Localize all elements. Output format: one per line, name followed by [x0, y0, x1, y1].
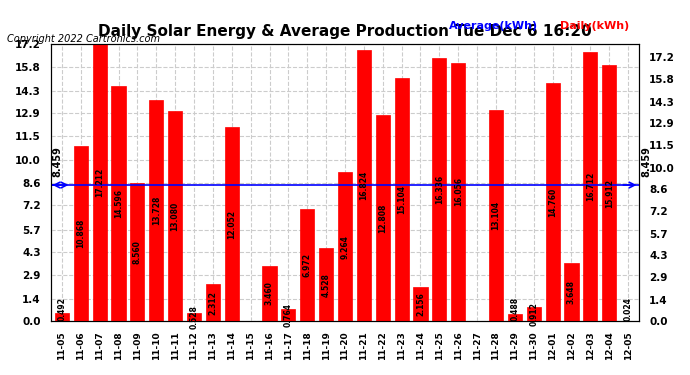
Bar [489, 110, 503, 321]
Text: 2.156: 2.156 [416, 292, 425, 316]
Text: 10.868: 10.868 [77, 219, 86, 249]
Bar [300, 209, 315, 321]
Bar [583, 52, 598, 321]
Bar [395, 78, 408, 321]
Bar [55, 314, 69, 321]
Text: 0.912: 0.912 [529, 302, 538, 326]
Bar [206, 284, 220, 321]
Bar [413, 286, 428, 321]
Bar [451, 63, 465, 321]
Bar [187, 313, 201, 321]
Text: 8.560: 8.560 [133, 240, 142, 264]
Text: 6.972: 6.972 [303, 253, 312, 277]
Text: 16.712: 16.712 [586, 172, 595, 201]
Bar [338, 172, 352, 321]
Text: 17.212: 17.212 [95, 168, 104, 197]
Text: 14.760: 14.760 [548, 188, 557, 217]
Text: 4.528: 4.528 [322, 273, 331, 297]
Bar [564, 262, 578, 321]
Bar [262, 266, 277, 321]
Bar [112, 86, 126, 321]
Text: 12.052: 12.052 [227, 210, 236, 239]
Text: Copyright 2022 Cartronics.com: Copyright 2022 Cartronics.com [7, 34, 160, 44]
Text: 16.824: 16.824 [359, 171, 368, 200]
Text: 8.459: 8.459 [52, 146, 63, 177]
Text: 13.728: 13.728 [152, 196, 161, 225]
Bar [432, 58, 446, 321]
Text: 15.912: 15.912 [604, 178, 613, 208]
Text: 0.024: 0.024 [624, 297, 633, 321]
Text: 13.080: 13.080 [170, 201, 179, 231]
Text: 0.488: 0.488 [511, 297, 520, 321]
Bar [74, 146, 88, 321]
Text: 16.056: 16.056 [454, 177, 463, 207]
Text: 9.264: 9.264 [340, 235, 350, 259]
Bar [225, 127, 239, 321]
Bar [149, 100, 164, 321]
Bar [602, 65, 616, 321]
Text: 16.336: 16.336 [435, 175, 444, 204]
Bar [319, 248, 333, 321]
Text: 0.764: 0.764 [284, 303, 293, 327]
Bar [375, 115, 390, 321]
Text: 3.460: 3.460 [265, 282, 274, 306]
Bar [546, 83, 560, 321]
Text: 2.312: 2.312 [208, 291, 217, 315]
Text: 14.596: 14.596 [114, 189, 123, 218]
Text: 0.528: 0.528 [190, 305, 199, 329]
Text: 13.104: 13.104 [491, 201, 500, 230]
Text: 15.104: 15.104 [397, 185, 406, 214]
Bar [168, 111, 182, 321]
Bar [92, 44, 107, 321]
Text: 8.459: 8.459 [641, 146, 651, 177]
Bar [526, 307, 541, 321]
Bar [130, 183, 144, 321]
Legend: Average(kWh), Daily(kWh): Average(kWh), Daily(kWh) [444, 16, 634, 35]
Text: 0.492: 0.492 [57, 297, 66, 321]
Bar [508, 314, 522, 321]
Title: Daily Solar Energy & Average Production Tue Dec 6 16:20: Daily Solar Energy & Average Production … [98, 24, 592, 39]
Bar [357, 50, 371, 321]
Text: 12.808: 12.808 [378, 204, 387, 233]
Bar [282, 309, 295, 321]
Text: 3.648: 3.648 [567, 280, 576, 304]
